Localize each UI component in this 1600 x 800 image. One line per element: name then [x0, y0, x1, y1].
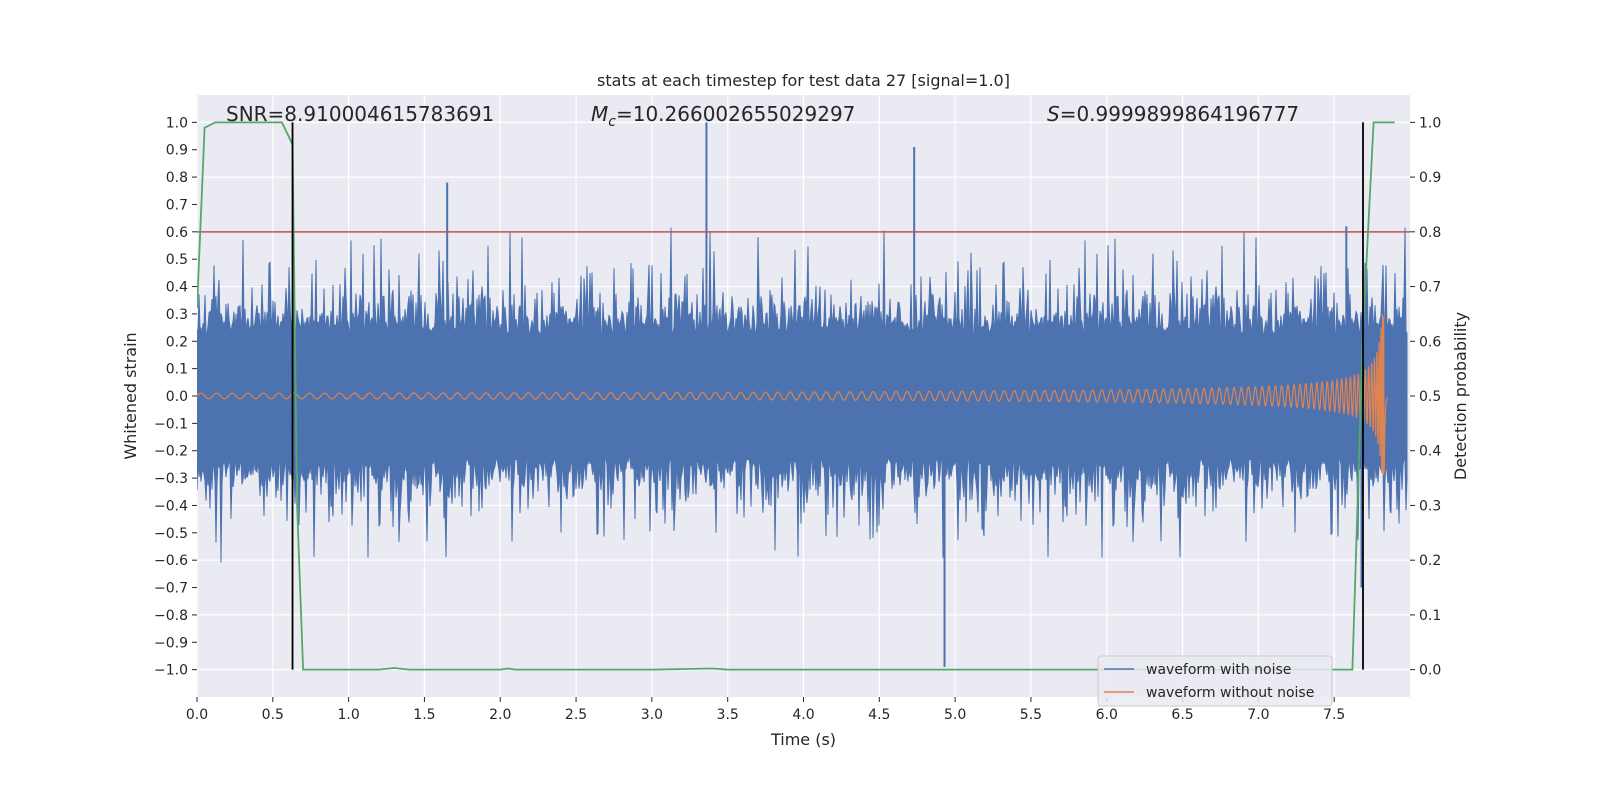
y-tick-label: −0.1 [154, 416, 188, 432]
mc-value: =10.266002655029297 [616, 102, 855, 126]
y2-tick-label: 0.0 [1419, 663, 1441, 679]
y-tick-label: −0.8 [154, 608, 188, 624]
y-tick-label: 0.7 [166, 197, 188, 213]
y-tick-label: −0.4 [154, 498, 188, 514]
y2-tick-label: 0.4 [1419, 444, 1441, 460]
mc-symbol: M [591, 102, 608, 126]
snr-annotation: SNR=8.910004615783691 [226, 102, 494, 126]
y-tick-label: 0.0 [166, 389, 188, 405]
s-value: =0.9999899864196777 [1060, 102, 1299, 126]
y2-tick-label: 1.0 [1419, 115, 1441, 131]
y2-axis-ticks: 1.0 0.9 0.8 0.7 0.6 0.5 0.4 0.3 0.2 0.1 0.0 [1410, 115, 1441, 679]
vertical-markers [291, 122, 1364, 670]
x-tick-label: 7.5 [1323, 707, 1345, 723]
y-tick-label: 0.5 [166, 252, 188, 268]
legend-box [1097, 655, 1333, 707]
y-tick-label: 0.4 [166, 280, 188, 296]
y-tick-label: −0.2 [154, 444, 188, 460]
y-tick-label: −0.5 [154, 526, 188, 542]
y2-tick-label: 0.5 [1419, 389, 1441, 405]
s-symbol: S [1047, 102, 1060, 126]
x-tick-label: 0.5 [262, 707, 284, 723]
y-tick-label: 0.2 [166, 334, 188, 350]
x-tick-label: 1.0 [337, 707, 359, 723]
y2-tick-label: 0.6 [1419, 334, 1441, 350]
y-tick-label: −0.9 [154, 635, 188, 651]
y2-tick-label: 0.9 [1419, 170, 1441, 186]
chirp-line [197, 314, 1388, 476]
x-tick-label: 3.0 [641, 707, 663, 723]
noise-band [197, 227, 1408, 563]
y-tick-label: −1.0 [154, 663, 188, 679]
x-tick-label: 5.5 [1020, 707, 1042, 723]
y-tick-label: −0.3 [154, 471, 188, 487]
x-tick-label: 2.5 [565, 707, 587, 723]
series-waveform-with-noise [197, 122, 1408, 667]
y-tick-label: 0.8 [166, 170, 188, 186]
x-tick-label: 1.5 [413, 707, 435, 723]
x-tick-label: 4.5 [868, 707, 890, 723]
y2-tick-label: 0.2 [1419, 553, 1441, 569]
mc-annotation: Mc=10.266002655029297 [591, 102, 855, 130]
series-waveform-without-noise [197, 314, 1388, 476]
y-tick-label: 1.0 [166, 115, 188, 131]
legend: waveform with noise waveform without noi… [1097, 655, 1333, 707]
y-axis-ticks: 1.0 0.9 0.8 0.7 0.6 0.5 0.4 0.3 0.2 0.1 0.0 −0.1 −0.… [154, 115, 197, 679]
y-tick-label: 0.3 [166, 307, 188, 323]
legend-label-waveform-with-noise: waveform with noise [1146, 662, 1291, 678]
y-tick-label: 0.1 [166, 362, 188, 378]
y-axis-label: Whitened strain [121, 332, 140, 459]
x-tick-label: 7.0 [1247, 707, 1269, 723]
y2-axis-label: Detection probability [1451, 312, 1470, 480]
x-tick-label: 4.0 [792, 707, 814, 723]
y-tick-label: −0.6 [154, 553, 188, 569]
y2-tick-label: 0.7 [1419, 280, 1441, 296]
legend-label-waveform-without-noise: waveform without noise [1146, 685, 1314, 701]
x-tick-label: 6.0 [1096, 707, 1118, 723]
s-annotation: S=0.9999899864196777 [1047, 102, 1299, 126]
x-axis-label: Time (s) [770, 730, 836, 749]
y2-tick-label: 0.1 [1419, 608, 1441, 624]
y-tick-label: 0.6 [166, 225, 188, 241]
x-tick-label: 0.0 [186, 707, 208, 723]
y2-tick-label: 0.8 [1419, 225, 1441, 241]
chart-title: stats at each timestep for test data 27 … [597, 71, 1010, 90]
y-tick-label: 0.9 [166, 143, 188, 159]
x-axis-ticks: 0.0 0.5 1.0 1.5 2.0 2.5 3.0 3.5 4.0 4.5 5.0 5.5 6.0 6… [186, 697, 1345, 723]
x-tick-label: 3.5 [717, 707, 739, 723]
y2-tick-label: 0.3 [1419, 498, 1441, 514]
y-tick-label: −0.7 [154, 581, 188, 597]
x-tick-label: 2.0 [489, 707, 511, 723]
x-tick-label: 5.0 [944, 707, 966, 723]
mc-subscript: c [608, 114, 616, 130]
x-tick-label: 6.5 [1171, 707, 1193, 723]
